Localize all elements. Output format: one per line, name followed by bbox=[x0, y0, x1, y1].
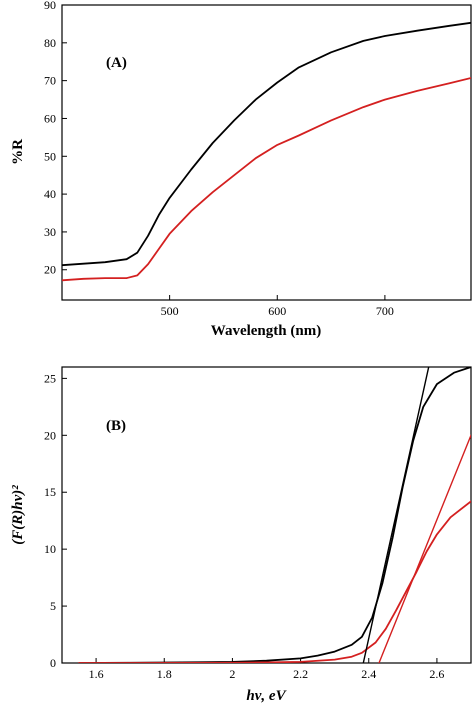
panel-a-ytick-label: 70 bbox=[44, 74, 56, 88]
panel-a-series-line-1 bbox=[62, 77, 471, 282]
panel-a-ytick-label: 20 bbox=[44, 263, 56, 277]
panel-b-ytick-label: 0 bbox=[50, 656, 56, 670]
panel-b-series-line-0 bbox=[78, 367, 471, 663]
panel-b-xlabel: hν, eV bbox=[246, 688, 287, 704]
panel-b-ytick-label: 25 bbox=[44, 371, 56, 385]
panel-b-ticks: 1.6 1.8 2 2.2 2.4 2.6 0 5 10 15 20 25 bbox=[44, 371, 444, 681]
panel-b-tangent-line-3 bbox=[378, 434, 471, 663]
panel-b-ytick-label: 5 bbox=[50, 599, 56, 613]
panel-b-xtick-label: 2.6 bbox=[429, 667, 444, 681]
panel-b-series-line-1 bbox=[78, 500, 471, 663]
panel-b: 1.6 1.8 2 2.2 2.4 2.6 0 5 10 15 20 25 (B) hν, eV (F… bbox=[10, 366, 472, 704]
panel-a-series-line-0 bbox=[62, 21, 471, 267]
panel-b-ytick-label: 20 bbox=[44, 428, 56, 442]
panel-b-ytick-label: 10 bbox=[44, 542, 56, 556]
panel-a-xtick-label: 500 bbox=[161, 304, 179, 318]
panel-b-xtick-label: 1.6 bbox=[89, 667, 104, 681]
panel-a-ticks: 500 600 700 20 30 40 50 60 70 80 90 bbox=[44, 0, 394, 318]
panel-a-ytick-label: 90 bbox=[44, 0, 56, 12]
panel-a-label: (A) bbox=[106, 55, 127, 71]
panel-a-xtick-label: 600 bbox=[268, 304, 286, 318]
panel-a-frame bbox=[61, 4, 472, 301]
panel-b-ytick-label: 15 bbox=[44, 485, 56, 499]
panel-a-xlabel: Wavelength (nm) bbox=[211, 323, 321, 339]
panel-b-xtick-label: 2.4 bbox=[361, 667, 376, 681]
panel-a-xtick-label: 700 bbox=[376, 304, 394, 318]
panel-a: 500 600 700 20 30 40 50 60 70 80 90 (A) Wavelength… bbox=[10, 0, 472, 339]
panel-b-tangent-line-2 bbox=[362, 367, 430, 663]
panel-a-ytick-label: 80 bbox=[44, 36, 56, 50]
panel-a-ytick-label: 40 bbox=[44, 187, 56, 201]
panel-a-series bbox=[62, 21, 471, 282]
panel-b-xtick-label: 1.8 bbox=[157, 667, 172, 681]
panel-b-series bbox=[78, 367, 471, 663]
panel-a-ytick-label: 30 bbox=[44, 225, 56, 239]
panel-a-ytick-label: 50 bbox=[44, 149, 56, 163]
panel-b-xtick-label: 2 bbox=[229, 667, 235, 681]
panel-b-xtick-label: 2.2 bbox=[293, 667, 308, 681]
panel-b-label: (B) bbox=[106, 418, 126, 434]
panel-b-frame bbox=[61, 366, 472, 664]
panel-b-ylabel: (F(R)hν)² bbox=[10, 485, 26, 545]
panel-a-ytick-label: 60 bbox=[44, 111, 56, 125]
panel-a-ylabel: %R bbox=[10, 139, 26, 165]
